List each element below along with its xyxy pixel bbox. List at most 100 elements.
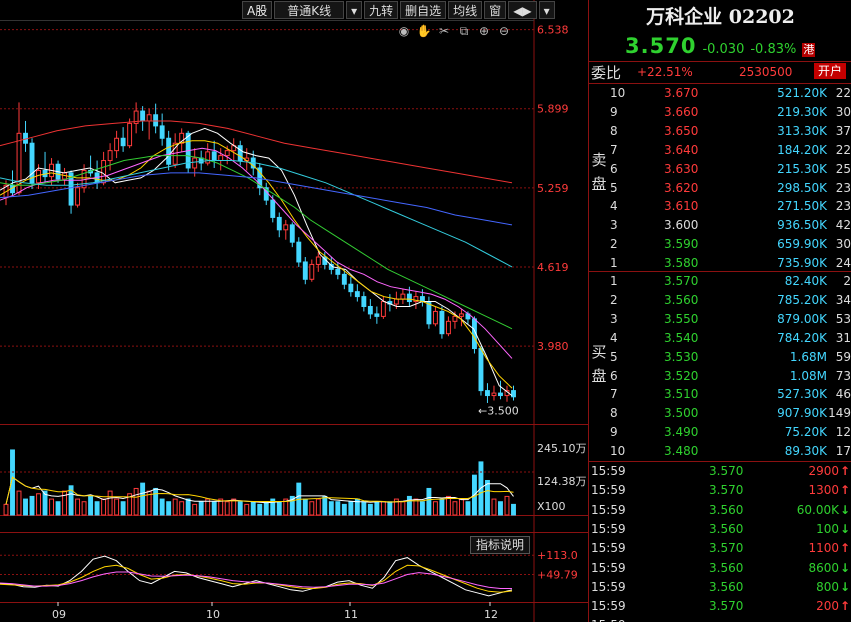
trade-volume: 200 <box>816 599 839 614</box>
order-ratio-row: 委比 +22.51% 2530500 开户 <box>589 62 851 82</box>
candle-body <box>211 151 217 162</box>
bid-order-count: 17 <box>835 444 851 459</box>
candle-body <box>114 137 120 152</box>
nine-turn-button[interactable]: 九转 <box>364 1 399 19</box>
scissors-icon[interactable]: ✂ <box>438 24 450 38</box>
trade-price: 3.560 <box>709 560 744 575</box>
price-axis-label: 6.538 <box>537 24 569 37</box>
copy-icon[interactable]: ⧉ <box>459 24 469 38</box>
zoom-in-icon[interactable]: ⊕ <box>478 24 490 38</box>
volume-axis-label: 245.10万 <box>537 442 587 455</box>
bid-level: 7 <box>610 387 618 402</box>
play-control-button[interactable]: ◀▶ <box>508 1 537 19</box>
divider <box>589 83 851 84</box>
bid-level: 4 <box>610 330 618 345</box>
more-dropdown-icon[interactable]: ▾ <box>538 1 555 19</box>
ask-price: 3.650 <box>664 123 699 138</box>
bid-row[interactable]: 10 3.480 89.30K 17 <box>609 442 851 461</box>
kline-type-dropdown-icon[interactable]: ▾ <box>346 1 363 19</box>
candle-body <box>361 296 367 307</box>
ask-row[interactable]: 4 3.610 271.50K 23 <box>609 197 851 216</box>
volume-bar <box>68 485 74 516</box>
bid-level: 2 <box>610 292 618 307</box>
open-account-button[interactable]: 开户 <box>813 63 846 79</box>
ask-price: 3.580 <box>664 256 699 271</box>
price-change: -0.030 <box>702 42 745 57</box>
ask-row[interactable]: 1 3.580 735.90K 24 <box>609 254 851 273</box>
ask-row[interactable]: 5 3.620 298.50K 23 <box>609 179 851 198</box>
bid-row[interactable]: 6 3.520 1.08M 73 <box>609 367 851 386</box>
ask-level: 8 <box>610 123 618 138</box>
ask-row[interactable]: 3 3.600 936.50K 42 <box>609 216 851 235</box>
candle-body <box>101 160 107 184</box>
volume-bar <box>367 503 373 516</box>
price-axis-label: 5.899 <box>537 103 569 116</box>
candle-body <box>283 224 289 231</box>
bid-order-count: 31 <box>835 330 851 345</box>
candle-body <box>367 305 373 315</box>
trade-price: 3.560 <box>709 502 744 517</box>
zoom-out-icon[interactable]: ⊖ <box>498 24 510 38</box>
volume-bar <box>393 498 399 516</box>
ask-price: 3.620 <box>664 180 699 195</box>
market-type-button[interactable]: A股 <box>242 1 273 19</box>
ma-line-cyan <box>0 160 513 268</box>
volume-bar <box>244 503 250 516</box>
candle-body <box>205 151 211 164</box>
candle-body <box>75 187 81 206</box>
indicator-help-button[interactable]: 指标说明 <box>470 536 530 554</box>
down-arrow-icon: ↓ <box>839 579 851 594</box>
ask-level: 7 <box>610 142 618 157</box>
bid-row[interactable]: 1 3.570 82.40K 2 <box>609 272 851 291</box>
bid-row[interactable]: 2 3.560 785.20K 34 <box>609 291 851 310</box>
bid-price: 3.560 <box>664 292 699 307</box>
ma-line-red <box>0 120 513 184</box>
bid-order-count: 34 <box>835 292 851 307</box>
bid-volume: 89.30K <box>784 444 827 459</box>
volume-bar <box>211 501 217 516</box>
price-axis-label: 4.619 <box>537 261 569 274</box>
eye-icon[interactable]: ◉ <box>398 24 410 38</box>
volume-bar <box>504 495 510 516</box>
bid-volume: 1.08M <box>789 368 827 383</box>
ask-row[interactable]: 8 3.650 313.30K 37 <box>609 122 851 141</box>
bid-row[interactable]: 3 3.550 879.00K 53 <box>609 310 851 329</box>
window-button[interactable]: 窗 <box>484 1 507 19</box>
moving-average-button[interactable]: 均线 <box>448 1 483 19</box>
kline-chart-area[interactable]: 6.538 5.899 5.259 4.619 3.980 ←3.500 245.10万 12… <box>0 0 588 622</box>
bid-row[interactable]: 9 3.490 75.20K 12 <box>609 423 851 442</box>
candle-body <box>16 132 22 194</box>
trade-time: 15:59 <box>591 502 626 517</box>
hand-icon[interactable]: ✋ <box>416 24 432 38</box>
last-price: 3.570 <box>625 34 697 58</box>
volume-bar <box>140 482 146 516</box>
bid-level: 1 <box>610 274 618 288</box>
ask-row[interactable]: 6 3.630 215.30K 25 <box>609 160 851 179</box>
ask-level: 4 <box>610 199 618 214</box>
ask-row[interactable]: 9 3.660 219.30K 30 <box>609 103 851 122</box>
trade-price: 3.570 <box>709 464 744 478</box>
bid-row[interactable]: 8 3.500 907.90K 149 <box>609 404 851 423</box>
ask-row[interactable]: 7 3.640 184.20K 22 <box>609 141 851 160</box>
bid-price: 3.510 <box>664 387 699 402</box>
kline-type-select[interactable]: 普通K线 <box>274 1 345 19</box>
bid-row[interactable]: 7 3.510 527.30K 46 <box>609 385 851 404</box>
candle-body <box>348 283 354 293</box>
bid-volume: 1.68M <box>789 349 827 364</box>
ask-volume: 219.30K <box>777 104 827 119</box>
volume-bar <box>335 501 341 516</box>
ask-row[interactable]: 10 3.670 521.20K 22 <box>609 84 851 103</box>
volume-bar <box>406 495 412 516</box>
trade-volume: 1100 <box>808 541 839 556</box>
bid-order-count: 59 <box>835 349 851 364</box>
volume-bar <box>387 501 393 516</box>
bid-row[interactable]: 4 3.540 784.20K 31 <box>609 329 851 348</box>
trade-row: 15:59 3.560 8600 ↓ <box>589 559 851 578</box>
remove-watchlist-button[interactable]: 删自选 <box>400 1 447 19</box>
ask-row[interactable]: 2 3.590 659.90K 30 <box>609 235 851 254</box>
indicator-axis-label: +113.0 <box>537 549 578 562</box>
bid-row[interactable]: 5 3.530 1.68M 59 <box>609 348 851 367</box>
bid-order-count: 73 <box>835 368 851 383</box>
bid-level: 6 <box>610 368 618 383</box>
kline-chart-canvas[interactable]: 6.538 5.899 5.259 4.619 3.980 ←3.500 245.10万 12… <box>0 0 588 622</box>
